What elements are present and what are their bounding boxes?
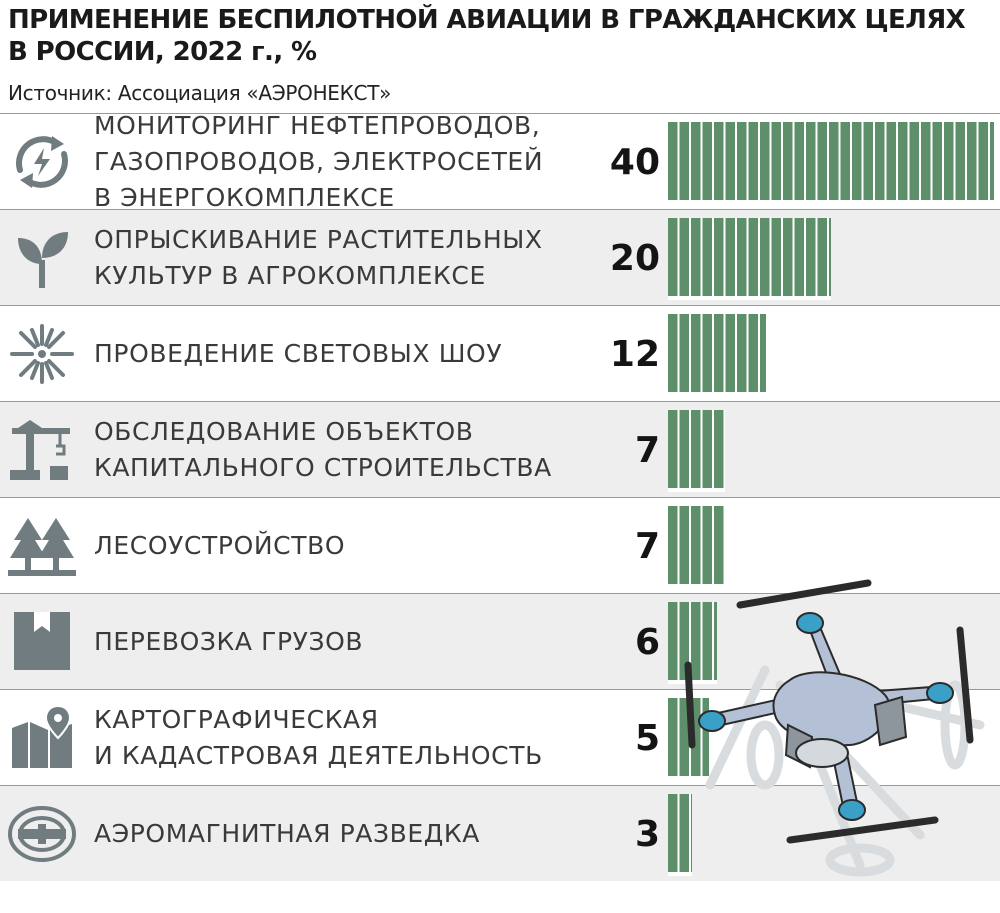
- bar: [668, 314, 766, 396]
- chart-row: ПЕРЕВОЗКА ГРУЗОВ 6: [0, 593, 1000, 689]
- map-pin-icon: [6, 706, 78, 770]
- crane-icon: [6, 418, 78, 482]
- bar: [668, 410, 725, 492]
- category-label: КАРТОГРАФИЧЕСКАЯ И КАДАСТРОВАЯ ДЕЯТЕЛЬНО…: [94, 705, 543, 770]
- data-label: 12: [609, 333, 660, 375]
- chart-row: ОПРЫСКИВАНИЕ РАСТИТЕЛЬНЫХ КУЛЬТУР В АГРО…: [0, 209, 1000, 305]
- firework-icon: [6, 322, 78, 386]
- chart-source: Источник: Ассоциация «АЭРОНЕКСТ»: [8, 81, 392, 105]
- data-label: 7: [634, 429, 660, 471]
- data-label: 3: [634, 813, 660, 855]
- sprout-icon: [6, 226, 78, 290]
- chart-title: ПРИМЕНЕНИЕ БЕСПИЛОТНОЙ АВИАЦИИ В ГРАЖДАН…: [8, 5, 966, 67]
- category-label: МОНИТОРИНГ НЕФТЕПРОВОДОВ, ГАЗОПРОВОДОВ, …: [94, 111, 544, 212]
- data-label: 7: [634, 525, 660, 567]
- bar-chart: МОНИТОРИНГ НЕФТЕПРОВОДОВ, ГАЗОПРОВОДОВ, …: [0, 111, 1000, 881]
- data-label: 20: [609, 237, 660, 279]
- bar: [668, 218, 831, 300]
- category-label: АЭРОМАГНИТНАЯ РАЗВЕДКА: [94, 819, 480, 848]
- data-label: 5: [634, 717, 660, 759]
- chart-row: КАРТОГРАФИЧЕСКАЯ И КАДАСТРОВАЯ ДЕЯТЕЛЬНО…: [0, 689, 1000, 785]
- category-label: ЛЕСОУСТРОЙСТВО: [94, 531, 346, 560]
- data-label: 6: [634, 621, 660, 663]
- category-label: ПРОВЕДЕНИЕ СВЕТОВЫХ ШОУ: [94, 339, 503, 368]
- chart-row: ЛЕСОУСТРОЙСТВО 7: [0, 497, 1000, 593]
- category-label: ПЕРЕВОЗКА ГРУЗОВ: [94, 627, 364, 656]
- bar: [668, 602, 717, 684]
- forest-icon: [6, 514, 78, 578]
- data-label: 40: [609, 141, 660, 183]
- bar: [668, 506, 725, 588]
- drone-illustration: [670, 575, 1000, 895]
- chart-row: ПРОВЕДЕНИЕ СВЕТОВЫХ ШОУ 12: [0, 305, 1000, 401]
- chart-row: МОНИТОРИНГ НЕФТЕПРОВОДОВ, ГАЗОПРОВОДОВ, …: [0, 111, 1000, 212]
- bar: [668, 794, 692, 876]
- box-icon: [6, 610, 78, 674]
- magnet-field-icon: [6, 802, 78, 866]
- chart-row: ОБСЛЕДОВАНИЕ ОБЪЕКТОВ КАПИТАЛЬНОГО СТРОИ…: [0, 401, 1000, 497]
- energy-cycle-icon: [6, 130, 78, 194]
- category-label: ОПРЫСКИВАНИЕ РАСТИТЕЛЬНЫХ КУЛЬТУР В АГРО…: [94, 225, 543, 290]
- bar: [668, 122, 994, 204]
- category-label: ОБСЛЕДОВАНИЕ ОБЪЕКТОВ КАПИТАЛЬНОГО СТРОИ…: [94, 417, 552, 482]
